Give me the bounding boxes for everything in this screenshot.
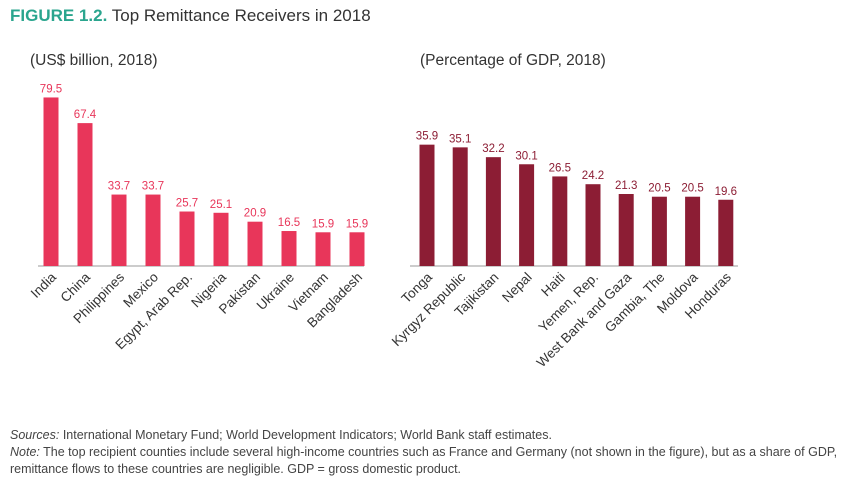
data-label: 79.5 bbox=[40, 83, 62, 95]
bar-pakistan bbox=[247, 221, 263, 266]
data-label: 16.5 bbox=[278, 217, 300, 229]
bar-moldova bbox=[685, 196, 701, 266]
data-label: 35.1 bbox=[449, 133, 471, 145]
bar-tajikistan bbox=[485, 157, 501, 266]
x-tick-label: Haiti bbox=[538, 270, 568, 300]
data-label: 35.9 bbox=[416, 131, 438, 143]
left-bar-chart: 79.5India67.4China33.7Philippines33.7Mex… bbox=[28, 83, 368, 352]
bar-yemen-rep- bbox=[585, 184, 601, 266]
bar-kyrgyz-republic bbox=[452, 147, 468, 266]
data-label: 20.5 bbox=[681, 183, 703, 195]
data-label: 26.5 bbox=[549, 162, 571, 174]
figure-title: FIGURE 1.2. Top Remittance Receivers in … bbox=[10, 6, 371, 26]
bar-mexico bbox=[145, 194, 161, 266]
bar-honduras bbox=[718, 199, 734, 266]
figure-title-text: Top Remittance Receivers in 2018 bbox=[111, 6, 371, 25]
bar-egypt-arab-rep- bbox=[179, 211, 195, 266]
data-label: 24.2 bbox=[582, 170, 604, 182]
note-label: Note: bbox=[10, 445, 40, 459]
data-label: 33.7 bbox=[108, 181, 130, 193]
bar-nigeria bbox=[213, 212, 229, 266]
bar-west-bank-and-gaza bbox=[618, 194, 634, 266]
bar-philippines bbox=[111, 194, 127, 266]
sources-text: International Monetary Fund; World Devel… bbox=[62, 428, 552, 442]
bar-vietnam bbox=[315, 232, 331, 266]
bar-bangladesh bbox=[349, 232, 365, 266]
note-line: Note: The top recipient counties include… bbox=[10, 444, 840, 478]
bar-haiti bbox=[552, 176, 568, 266]
data-label: 25.7 bbox=[176, 198, 198, 210]
figure-label: FIGURE 1.2. bbox=[10, 6, 108, 25]
figure-footer: Sources: International Monetary Fund; Wo… bbox=[10, 427, 840, 478]
note-text: The top recipient counties include sever… bbox=[10, 445, 838, 476]
data-label: 33.7 bbox=[142, 181, 164, 193]
data-label: 32.2 bbox=[482, 143, 504, 155]
right-chart-subtitle: (Percentage of GDP, 2018) bbox=[420, 52, 606, 69]
x-tick-label: Nepal bbox=[499, 270, 535, 306]
sources-line: Sources: International Monetary Fund; Wo… bbox=[10, 427, 840, 444]
bar-ukraine bbox=[281, 231, 297, 266]
data-label: 15.9 bbox=[312, 218, 334, 230]
bar-china bbox=[77, 123, 93, 266]
data-label: 25.1 bbox=[210, 199, 232, 211]
data-label: 21.3 bbox=[615, 180, 637, 192]
data-label: 15.9 bbox=[346, 218, 368, 230]
data-label: 20.5 bbox=[648, 183, 670, 195]
left-chart-subtitle: (US$ billion, 2018) bbox=[30, 52, 158, 69]
bar-nepal bbox=[519, 164, 535, 266]
data-label: 20.9 bbox=[244, 208, 266, 220]
bar-tonga bbox=[419, 144, 435, 266]
data-label: 19.6 bbox=[715, 186, 737, 198]
sources-label: Sources: bbox=[10, 428, 60, 442]
data-label: 30.1 bbox=[515, 150, 537, 162]
data-label: 67.4 bbox=[74, 109, 97, 121]
bar-gambia-the bbox=[651, 196, 667, 266]
bar-india bbox=[43, 97, 59, 267]
